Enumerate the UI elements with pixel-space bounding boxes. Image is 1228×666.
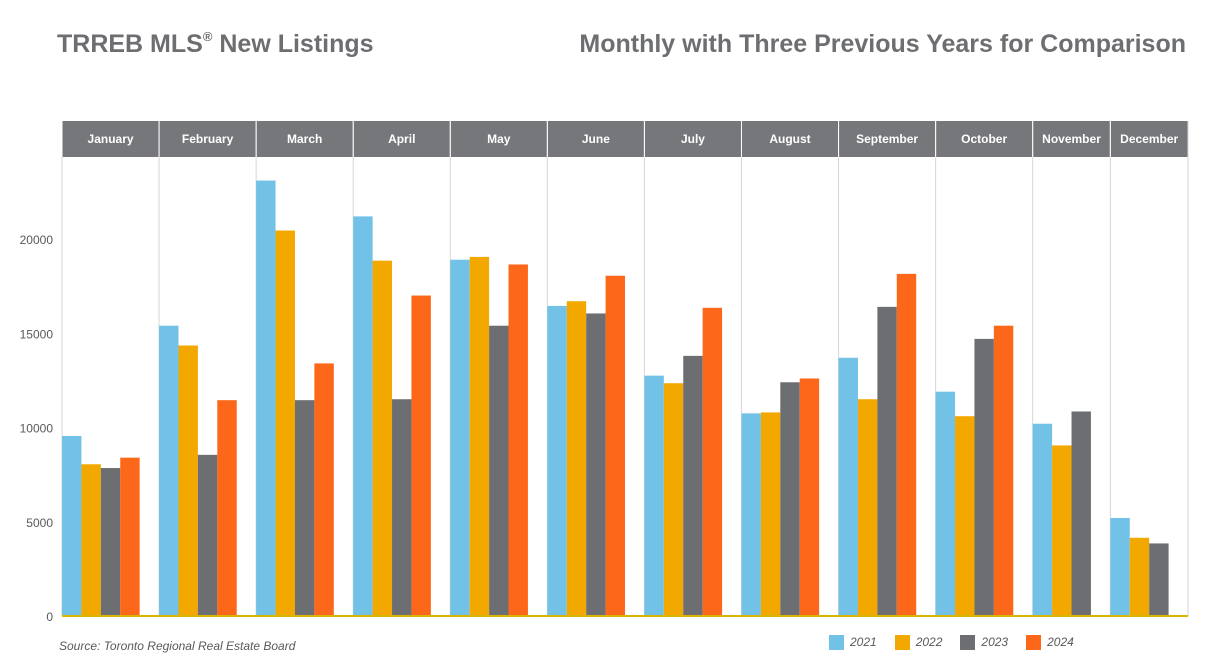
bar-2021-september [838,357,858,616]
bar-2021-april [353,216,373,616]
legend-label-2021: 2021 [850,635,877,649]
bar-2022-august [760,412,781,616]
legend-label-2024: 2024 [1047,635,1074,649]
month-label: October [961,132,1007,146]
bar-2024-august [799,378,820,616]
bar-2021-october [935,391,956,616]
bar-2022-february [178,345,198,616]
bar-2021-february [159,325,179,616]
title-rest: New Listings [212,30,374,58]
legend-item-2023: 2023 [960,634,1009,650]
bar-2022-december [1129,537,1150,616]
bar-2021-january [62,435,82,616]
bar-2024-may [508,264,528,616]
month-label: March [287,132,322,146]
legend-swatch-2022 [894,634,910,650]
bar-2021-june [547,305,567,616]
y-tick-label: 10000 [20,422,54,436]
bar-2023-october [974,338,994,616]
bar-2024-january [120,457,140,616]
month-header-band [62,121,1188,157]
legend-item-2021: 2021 [829,634,877,650]
month-label: May [487,132,511,146]
bar-2022-march [275,230,295,616]
bar-2021-march [256,180,276,616]
month-label: August [769,132,810,146]
month-label: December [1120,132,1178,146]
bar-2024-october [993,325,1014,616]
legend-swatch-2021 [829,634,844,650]
bar-2023-september [877,306,897,616]
bar-2021-december [1110,517,1130,616]
bar-2023-august [780,382,800,616]
bar-2022-november [1052,445,1072,616]
legend-item-2024: 2024 [1026,634,1074,650]
y-tick-label: 20000 [20,233,54,247]
legend: 2021 2022 2023 2024 [829,633,1092,651]
bar-2022-september [857,399,878,616]
bar-2024-july [702,307,723,616]
bar-2023-may [489,325,509,616]
title-main: TRREB MLS [57,30,203,58]
bar-2021-may [450,259,470,616]
bar-2022-june [566,301,587,616]
chart-subtitle: Monthly with Three Previous Years for Co… [579,30,1186,58]
bar-2024-september [896,273,917,616]
bar-2024-april [411,295,431,616]
bar-2022-april [372,260,393,616]
bar-2024-february [217,400,237,616]
bar-2023-december [1149,543,1169,616]
bar-2023-february [197,454,218,616]
bar-2023-july [683,355,703,616]
month-label: January [88,132,134,146]
y-tick-label: 15000 [20,327,54,341]
legend-label-2022: 2022 [915,635,943,649]
bar-2021-august [741,413,761,616]
bar-2022-may [469,256,490,616]
legend-label-2023: 2023 [981,635,1009,649]
month-label: June [582,132,610,146]
bar-2021-november [1032,423,1053,616]
month-label: September [856,132,918,146]
month-label: February [182,132,234,146]
bar-2022-october [955,416,975,616]
y-tick-label: 5000 [26,516,53,530]
registered-mark: ® [202,28,213,44]
legend-swatch-2023 [960,634,976,650]
bar-2024-march [314,363,334,616]
bar-2023-november [1071,411,1091,616]
month-label: July [681,132,705,146]
bar-2021-july [644,375,664,616]
month-label: November [1042,132,1101,146]
y-tick-label: 0 [46,610,53,624]
chart-title: TRREB MLS® New Listings [57,30,374,59]
bar-2024-june [605,275,625,616]
bar-2023-march [294,400,315,616]
month-label: April [388,132,415,146]
bar-2023-june [586,313,606,616]
bar-2023-january [100,468,121,616]
bar-2023-april [392,399,412,616]
legend-item-2022: 2022 [894,634,943,650]
bar-2022-july [663,383,684,616]
bar-2022-january [81,464,101,616]
legend-swatch-2024 [1026,634,1042,650]
source-note: Source: Toronto Regional Real Estate Boa… [59,639,296,653]
